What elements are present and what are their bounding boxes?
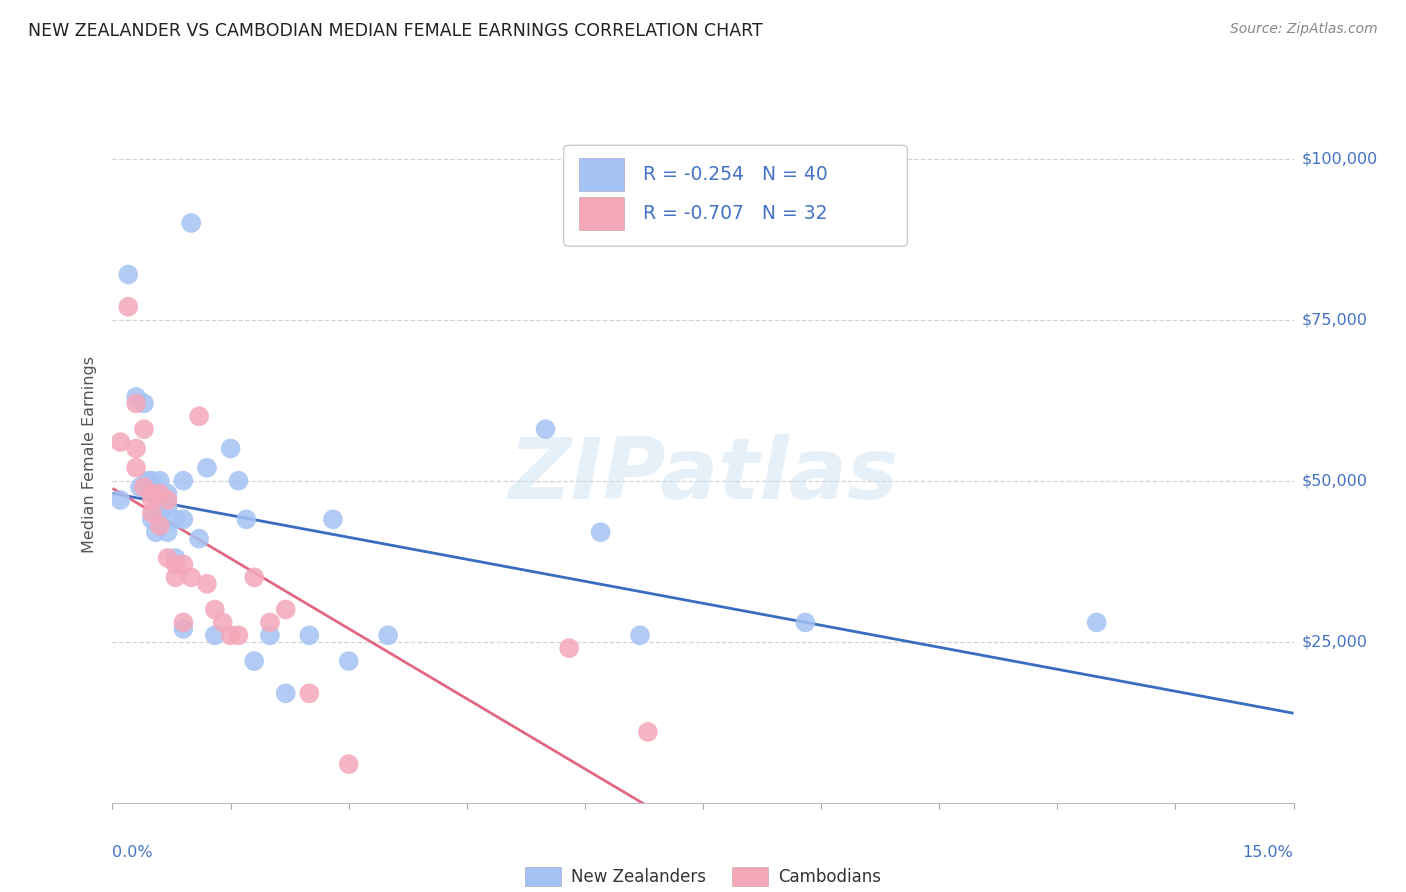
Point xyxy=(132,396,155,410)
Point xyxy=(141,506,163,520)
Point xyxy=(156,493,179,508)
Point xyxy=(188,532,211,546)
Point xyxy=(188,409,211,424)
Point xyxy=(156,486,179,500)
Text: $25,000: $25,000 xyxy=(1302,634,1368,649)
Point xyxy=(534,422,557,436)
Point xyxy=(141,486,163,500)
Point xyxy=(558,641,581,656)
FancyBboxPatch shape xyxy=(564,145,907,246)
Point xyxy=(125,460,148,475)
Point xyxy=(794,615,817,630)
Point xyxy=(172,622,194,636)
Point xyxy=(110,493,132,508)
Point xyxy=(172,615,194,630)
Point xyxy=(117,300,139,314)
Point xyxy=(141,512,163,526)
Point xyxy=(274,686,297,700)
Point xyxy=(180,216,202,230)
Point xyxy=(228,474,250,488)
Point xyxy=(195,460,218,475)
Point xyxy=(337,757,360,772)
Point xyxy=(1085,615,1108,630)
Point xyxy=(156,500,179,514)
Point xyxy=(149,506,172,520)
Point xyxy=(125,396,148,410)
Point xyxy=(149,486,172,500)
Text: Source: ZipAtlas.com: Source: ZipAtlas.com xyxy=(1230,22,1378,37)
Point xyxy=(219,442,242,456)
Point xyxy=(132,422,155,436)
Point xyxy=(298,686,321,700)
Point xyxy=(172,512,194,526)
Point xyxy=(141,493,163,508)
Text: $50,000: $50,000 xyxy=(1302,473,1368,488)
Text: 15.0%: 15.0% xyxy=(1243,845,1294,860)
Point xyxy=(322,512,344,526)
Point xyxy=(149,486,172,500)
Point xyxy=(628,628,651,642)
Text: R = -0.254   N = 40: R = -0.254 N = 40 xyxy=(643,165,828,184)
Text: ZIPatlas: ZIPatlas xyxy=(508,434,898,517)
Point xyxy=(125,442,148,456)
Point xyxy=(165,512,187,526)
Point xyxy=(156,551,179,566)
Point xyxy=(204,628,226,642)
Text: NEW ZEALANDER VS CAMBODIAN MEDIAN FEMALE EARNINGS CORRELATION CHART: NEW ZEALANDER VS CAMBODIAN MEDIAN FEMALE… xyxy=(28,22,763,40)
Point xyxy=(110,435,132,450)
Point xyxy=(149,474,172,488)
Point xyxy=(243,654,266,668)
FancyBboxPatch shape xyxy=(579,197,624,230)
Point xyxy=(637,725,659,739)
Y-axis label: Median Female Earnings: Median Female Earnings xyxy=(82,357,97,553)
Point xyxy=(337,654,360,668)
Text: $100,000: $100,000 xyxy=(1302,151,1378,166)
Point xyxy=(195,576,218,591)
FancyBboxPatch shape xyxy=(579,158,624,191)
Point xyxy=(589,525,612,540)
Text: $75,000: $75,000 xyxy=(1302,312,1368,327)
Point xyxy=(298,628,321,642)
Point xyxy=(235,512,257,526)
Point xyxy=(228,628,250,642)
Point xyxy=(243,570,266,584)
Point xyxy=(165,570,187,584)
Point xyxy=(172,558,194,572)
Point xyxy=(136,474,159,488)
Point xyxy=(141,474,163,488)
Point xyxy=(180,570,202,584)
Point xyxy=(204,602,226,616)
Point xyxy=(259,615,281,630)
Point xyxy=(145,525,167,540)
Point xyxy=(141,486,163,500)
Text: 0.0%: 0.0% xyxy=(112,845,153,860)
Point xyxy=(117,268,139,282)
Point xyxy=(165,551,187,566)
Point xyxy=(129,480,152,494)
Point xyxy=(259,628,281,642)
Point xyxy=(172,474,194,488)
Point xyxy=(132,480,155,494)
Point xyxy=(156,525,179,540)
Point xyxy=(219,628,242,642)
Text: R = -0.707   N = 32: R = -0.707 N = 32 xyxy=(643,204,827,223)
Point xyxy=(125,390,148,404)
Point xyxy=(377,628,399,642)
Point xyxy=(211,615,233,630)
Point xyxy=(165,558,187,572)
Legend: New Zealanders, Cambodians: New Zealanders, Cambodians xyxy=(519,860,887,892)
Point xyxy=(274,602,297,616)
Point xyxy=(149,518,172,533)
